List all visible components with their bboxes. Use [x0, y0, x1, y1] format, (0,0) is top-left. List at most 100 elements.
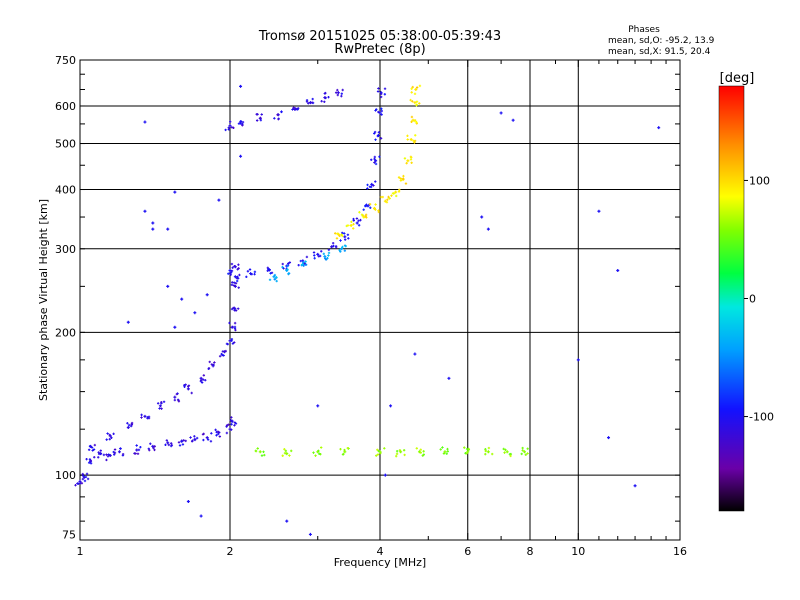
data-point	[523, 450, 527, 454]
data-point	[108, 433, 111, 437]
data-point	[299, 259, 303, 263]
data-point	[158, 404, 162, 408]
data-point	[340, 94, 343, 98]
data-point	[339, 239, 342, 242]
data-point	[357, 224, 361, 227]
data-point	[366, 187, 369, 190]
data-point	[277, 117, 280, 121]
data-point	[216, 430, 220, 433]
data-point	[358, 211, 361, 214]
data-point	[404, 182, 408, 185]
data-point	[106, 455, 110, 458]
data-point	[80, 482, 84, 485]
data-point	[383, 93, 387, 96]
data-point	[180, 297, 184, 301]
data-point	[186, 387, 190, 391]
data-point	[374, 162, 378, 166]
data-point	[369, 206, 372, 209]
data-point	[190, 391, 193, 395]
data-point	[126, 320, 130, 324]
data-point	[250, 272, 253, 276]
data-point	[377, 87, 380, 90]
data-point	[422, 450, 425, 453]
data-point	[288, 261, 292, 264]
data-point	[233, 281, 236, 284]
data-point	[99, 449, 102, 452]
data-point	[373, 130, 377, 134]
data-point	[323, 100, 326, 104]
data-point	[305, 100, 309, 103]
data-point	[331, 241, 335, 245]
data-point	[85, 457, 88, 461]
data-point	[327, 254, 330, 257]
data-point	[237, 267, 240, 270]
series-x-mode-f-trace	[334, 84, 422, 240]
data-point	[173, 325, 177, 329]
data-point	[520, 452, 523, 456]
data-point	[281, 262, 284, 266]
data-point	[153, 448, 156, 452]
x-axis-label: Frequency [MHz]	[334, 556, 426, 569]
data-point	[372, 184, 375, 187]
data-point	[99, 452, 102, 455]
data-point	[230, 416, 233, 419]
data-point	[209, 440, 213, 443]
data-point	[336, 91, 340, 95]
data-point	[341, 231, 344, 235]
data-point	[310, 101, 314, 104]
data-point	[268, 268, 271, 272]
data-point	[413, 352, 417, 356]
data-point	[113, 453, 116, 456]
data-point	[415, 447, 418, 450]
data-point	[287, 272, 290, 275]
data-point	[177, 400, 181, 403]
data-point	[259, 118, 263, 122]
data-point	[284, 449, 288, 453]
y-tick-label: 75	[62, 528, 76, 541]
data-point	[156, 402, 160, 405]
data-point	[227, 126, 230, 129]
chart-title: Tromsø 20151025 05:38:00-05:39:43	[258, 29, 501, 44]
data-point	[134, 452, 137, 455]
data-point	[130, 423, 134, 426]
data-point	[521, 449, 524, 452]
data-point	[380, 109, 384, 113]
data-point	[206, 438, 210, 441]
data-point	[399, 177, 402, 180]
data-point	[380, 113, 383, 116]
data-point	[272, 275, 276, 279]
data-point	[392, 192, 395, 195]
data-point	[320, 250, 323, 253]
data-point	[275, 279, 278, 283]
data-point	[304, 260, 307, 263]
data-point	[148, 448, 151, 452]
data-point	[366, 204, 370, 208]
data-point	[108, 454, 112, 458]
data-point	[225, 431, 229, 435]
data-point	[410, 161, 413, 165]
data-point	[230, 126, 234, 129]
data-point	[524, 453, 527, 456]
data-point	[413, 119, 417, 123]
data-point	[377, 449, 380, 453]
data-point	[200, 381, 204, 384]
data-point	[346, 233, 350, 236]
data-point	[413, 92, 417, 96]
data-point	[205, 293, 209, 297]
data-point	[170, 443, 174, 447]
data-point	[160, 402, 163, 405]
data-point	[334, 91, 338, 94]
data-point	[268, 278, 272, 281]
data-point	[263, 453, 266, 457]
data-point	[378, 111, 382, 115]
data-point	[139, 445, 142, 449]
data-point	[350, 220, 353, 224]
data-point	[214, 428, 217, 432]
data-point	[228, 120, 232, 123]
data-point	[340, 247, 344, 251]
data-point	[312, 451, 315, 454]
data-point	[184, 439, 187, 443]
data-point	[119, 447, 122, 450]
x-tick-label: 4	[377, 545, 384, 558]
data-point	[302, 261, 305, 264]
